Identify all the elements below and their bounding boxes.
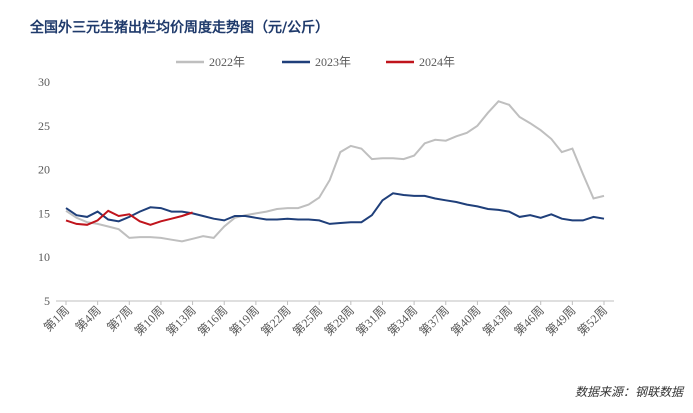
y-tick-label: 20	[38, 163, 50, 177]
x-tick-label: 第46周	[511, 303, 546, 338]
series-line	[65, 192, 605, 225]
x-tick-label: 第37周	[417, 303, 452, 338]
x-tick-label: 第49周	[543, 303, 578, 338]
x-tick-label: 第19周	[227, 303, 262, 338]
series-line	[65, 209, 193, 226]
legend-label: 2024年	[419, 55, 455, 69]
y-tick-label: 15	[38, 206, 50, 220]
y-tick-label: 25	[38, 119, 50, 133]
legend-label: 2022年	[209, 55, 245, 69]
x-tick-label: 第13周	[163, 303, 198, 338]
x-tick-label: 第10周	[132, 303, 167, 338]
x-tick-label: 第25周	[290, 303, 325, 338]
x-tick-label: 第40周	[448, 303, 483, 338]
x-tick-label: 第16周	[195, 303, 230, 338]
y-tick-label: 10	[38, 250, 50, 264]
y-tick-label: 30	[38, 75, 50, 89]
y-tick-label: 5	[44, 294, 50, 308]
series-line	[65, 100, 605, 243]
legend-label: 2023年	[315, 55, 351, 69]
x-tick-label: 第34周	[385, 303, 420, 338]
chart-title: 全国外三元生猪出栏均价周度走势图（元/公斤）	[29, 19, 329, 36]
x-tick-label: 第31周	[353, 303, 388, 338]
source-note: 数据来源：钢联数据	[575, 385, 685, 399]
x-tick-label: 第52周	[575, 303, 610, 338]
x-tick-label: 第22周	[258, 303, 293, 338]
x-tick-label: 第43周	[480, 303, 515, 338]
x-tick-label: 第4周	[73, 303, 104, 334]
x-tick-label: 第7周	[104, 303, 135, 334]
x-tick-label: 第28周	[322, 303, 357, 338]
